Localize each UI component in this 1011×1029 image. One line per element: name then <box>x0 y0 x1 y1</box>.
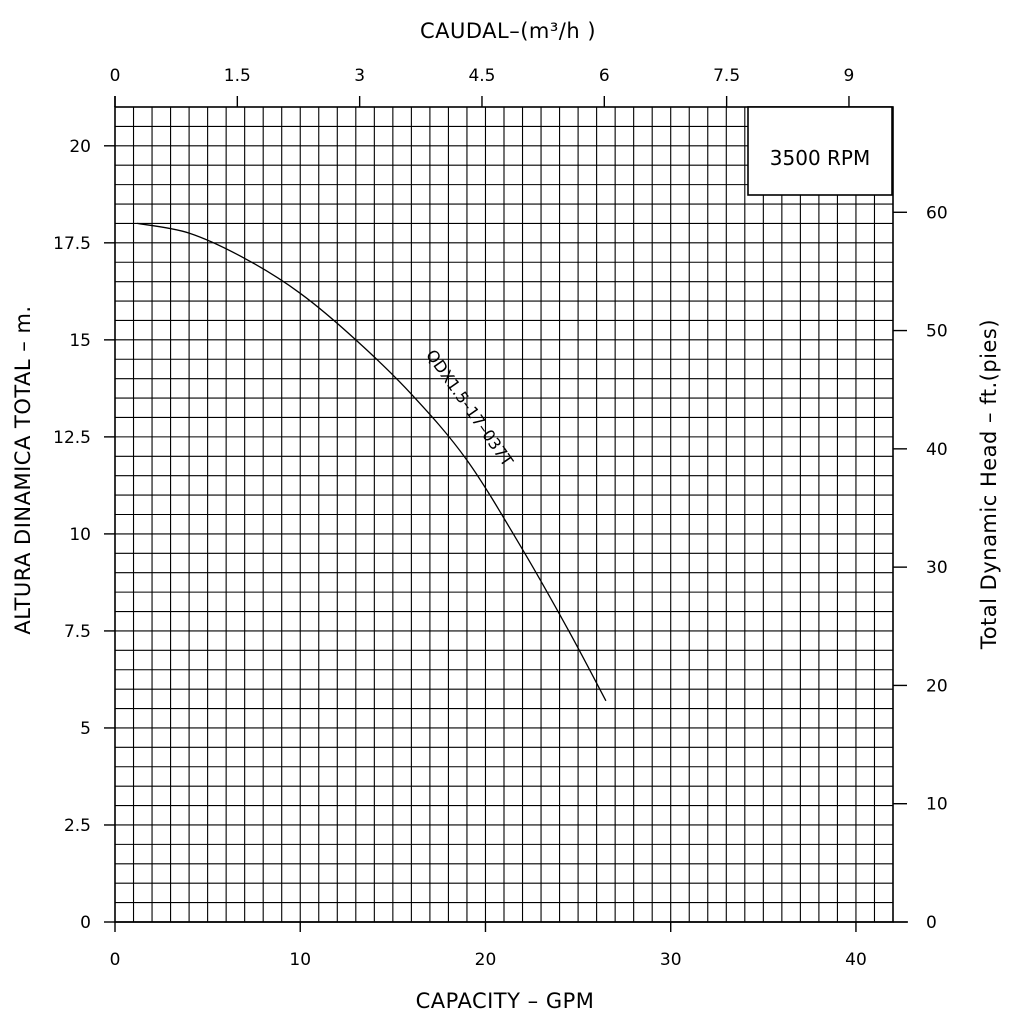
left-axis-title: ALTURA DINAMICA TOTAL – m. <box>11 305 35 634</box>
bottom-axis-title: CAPACITY – GPM <box>416 989 595 1013</box>
top-tick-label: 9 <box>844 66 855 86</box>
left-tick-label: 0 <box>80 913 91 933</box>
bottom-tick-label: 40 <box>845 950 867 970</box>
bottom-tick-label: 0 <box>110 950 121 970</box>
left-tick-label: 7.5 <box>64 622 91 642</box>
left-tick-label: 15 <box>69 331 91 351</box>
grid <box>115 107 893 922</box>
bottom-tick-label: 20 <box>475 950 497 970</box>
top-tick-label: 4.5 <box>468 66 495 86</box>
right-tick-label: 30 <box>926 558 948 578</box>
top-tick-label: 1.5 <box>224 66 251 86</box>
left-tick-label: 2.5 <box>64 816 91 836</box>
right-tick-label: 40 <box>926 440 948 460</box>
axes <box>114 96 908 923</box>
rpm-badge: 3500 RPM <box>747 106 893 196</box>
top-tick-label: 3 <box>354 66 365 86</box>
top-tick-label: 6 <box>599 66 610 86</box>
left-tick-label: 17.5 <box>53 234 91 254</box>
left-tick-label: 12.5 <box>53 428 91 448</box>
right-tick-label: 50 <box>926 322 948 342</box>
right-tick-label: 20 <box>926 676 948 696</box>
right-tick-label: 10 <box>926 795 948 815</box>
top-tick-label: 0 <box>110 66 121 86</box>
top-axis-title: CAUDAL–(m³/h ) <box>420 19 596 43</box>
left-tick-label: 10 <box>69 525 91 545</box>
rpm-badge-text: 3500 RPM <box>770 146 870 170</box>
right-axis-title: Total Dynamic Head – ft.(pies) <box>977 319 1001 650</box>
bottom-tick-label: 30 <box>660 950 682 970</box>
bottom-tick-label: 10 <box>289 950 311 970</box>
tick-labels: 0 10 20 30 40 0 1.5 3 4.5 6 7.5 9 0 2.5 5 7.5 10 12.5 15 17… <box>53 66 948 970</box>
right-tick-label: 0 <box>926 913 937 933</box>
series-line <box>137 222 607 702</box>
left-tick-label: 20 <box>69 137 91 157</box>
right-tick-label: 60 <box>926 203 948 223</box>
left-tick-label: 5 <box>80 719 91 739</box>
top-tick-label: 7.5 <box>713 66 740 86</box>
series-label: QDX1.5–17–037T <box>422 346 517 470</box>
